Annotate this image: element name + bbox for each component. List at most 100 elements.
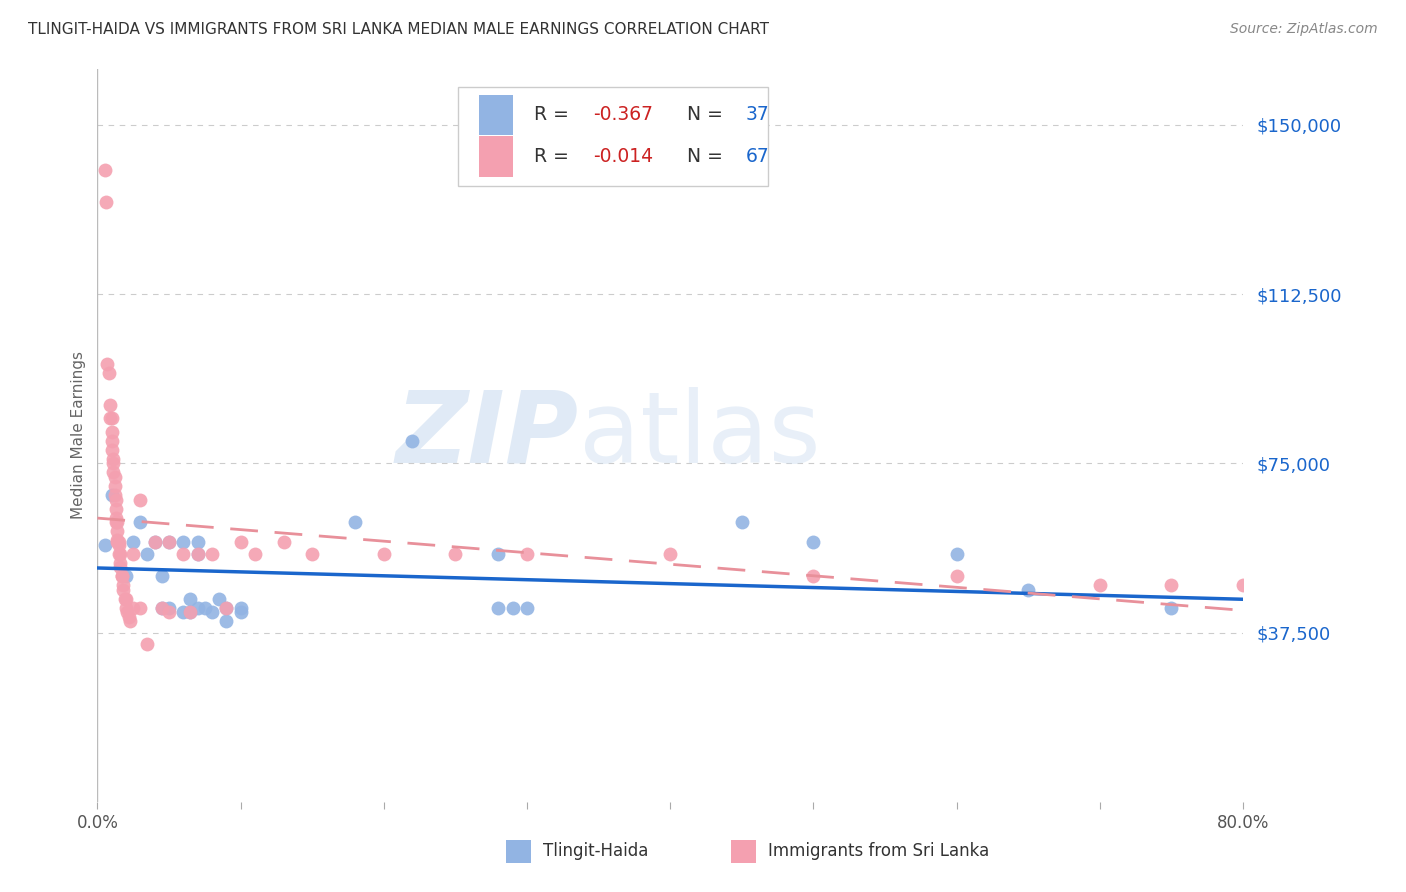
Point [1160,578,1182,592]
Point [104,515,127,529]
Text: 37: 37 [745,105,769,124]
Point [112,582,135,597]
Point [150,569,173,583]
Point [1303,668,1326,682]
Point [115,600,138,615]
Point [187,535,209,549]
Point [112,578,135,592]
Point [229,600,252,615]
Point [143,535,166,549]
Point [96,357,118,371]
Point [103,479,125,493]
Point [444,547,467,561]
Point [1088,578,1111,592]
Point [101,457,124,471]
Y-axis label: Median Male Earnings: Median Male Earnings [72,351,86,519]
Point [1232,578,1254,592]
Point [129,600,152,615]
Point [502,600,524,615]
Point [122,600,145,615]
Point [94,194,117,209]
Point [215,600,238,615]
Point [803,535,825,549]
Point [179,591,201,606]
Point [486,600,509,615]
Point [229,535,252,549]
Point [194,600,217,615]
Text: TLINGIT-HAIDA VS IMMIGRANTS FROM SRI LANKA MEDIAN MALE EARNINGS CORRELATION CHAR: TLINGIT-HAIDA VS IMMIGRANTS FROM SRI LAN… [28,22,769,37]
Point [100,488,122,502]
Point [107,524,129,538]
Point [179,605,201,619]
Point [143,535,166,549]
Point [201,605,224,619]
Point [129,492,152,507]
Point [187,600,209,615]
Point [93,163,115,178]
Point [107,515,129,529]
Point [108,547,131,561]
Point [104,501,127,516]
Point [104,510,127,524]
Text: -0.014: -0.014 [593,147,654,166]
Point [215,600,238,615]
Point [114,591,136,606]
Text: 67: 67 [745,147,769,166]
Point [373,547,395,561]
Point [122,547,145,561]
Text: R =: R = [534,105,575,124]
Point [157,600,180,615]
Point [187,547,209,561]
Point [108,535,131,549]
Point [1017,582,1039,597]
Point [945,569,967,583]
Point [273,535,295,549]
Point [172,535,194,549]
Point [157,535,180,549]
Point [731,515,754,529]
Point [115,591,138,606]
Bar [479,95,513,135]
Point [172,605,194,619]
Point [344,515,367,529]
Text: N =: N = [669,105,728,124]
Point [104,492,127,507]
Point [100,425,122,439]
Text: ZIP: ZIP [395,387,578,483]
Point [100,442,122,457]
Point [100,434,122,448]
Point [179,605,201,619]
Point [120,615,142,629]
Point [157,605,180,619]
Text: R =: R = [534,147,575,166]
Point [107,535,129,549]
Point [215,615,238,629]
Point [122,535,145,549]
Point [208,591,231,606]
Point [803,569,825,583]
Point [110,556,132,570]
Point [229,605,252,619]
Point [115,569,138,583]
Point [136,637,159,651]
Point [136,547,159,561]
Text: N =: N = [669,147,728,166]
Text: Source: ZipAtlas.com: Source: ZipAtlas.com [1230,22,1378,37]
Point [486,547,509,561]
Point [101,466,124,480]
Point [301,547,323,561]
Point [659,547,682,561]
Point [129,515,152,529]
Bar [479,136,513,177]
Point [111,569,134,583]
Point [98,411,121,425]
Point [401,434,423,448]
Point [97,366,120,380]
FancyBboxPatch shape [458,87,768,186]
Text: atlas: atlas [578,387,820,483]
Point [157,535,180,549]
Point [110,547,132,561]
Text: Tlingit-Haida: Tlingit-Haida [543,842,648,861]
Point [187,547,209,561]
Point [103,488,125,502]
